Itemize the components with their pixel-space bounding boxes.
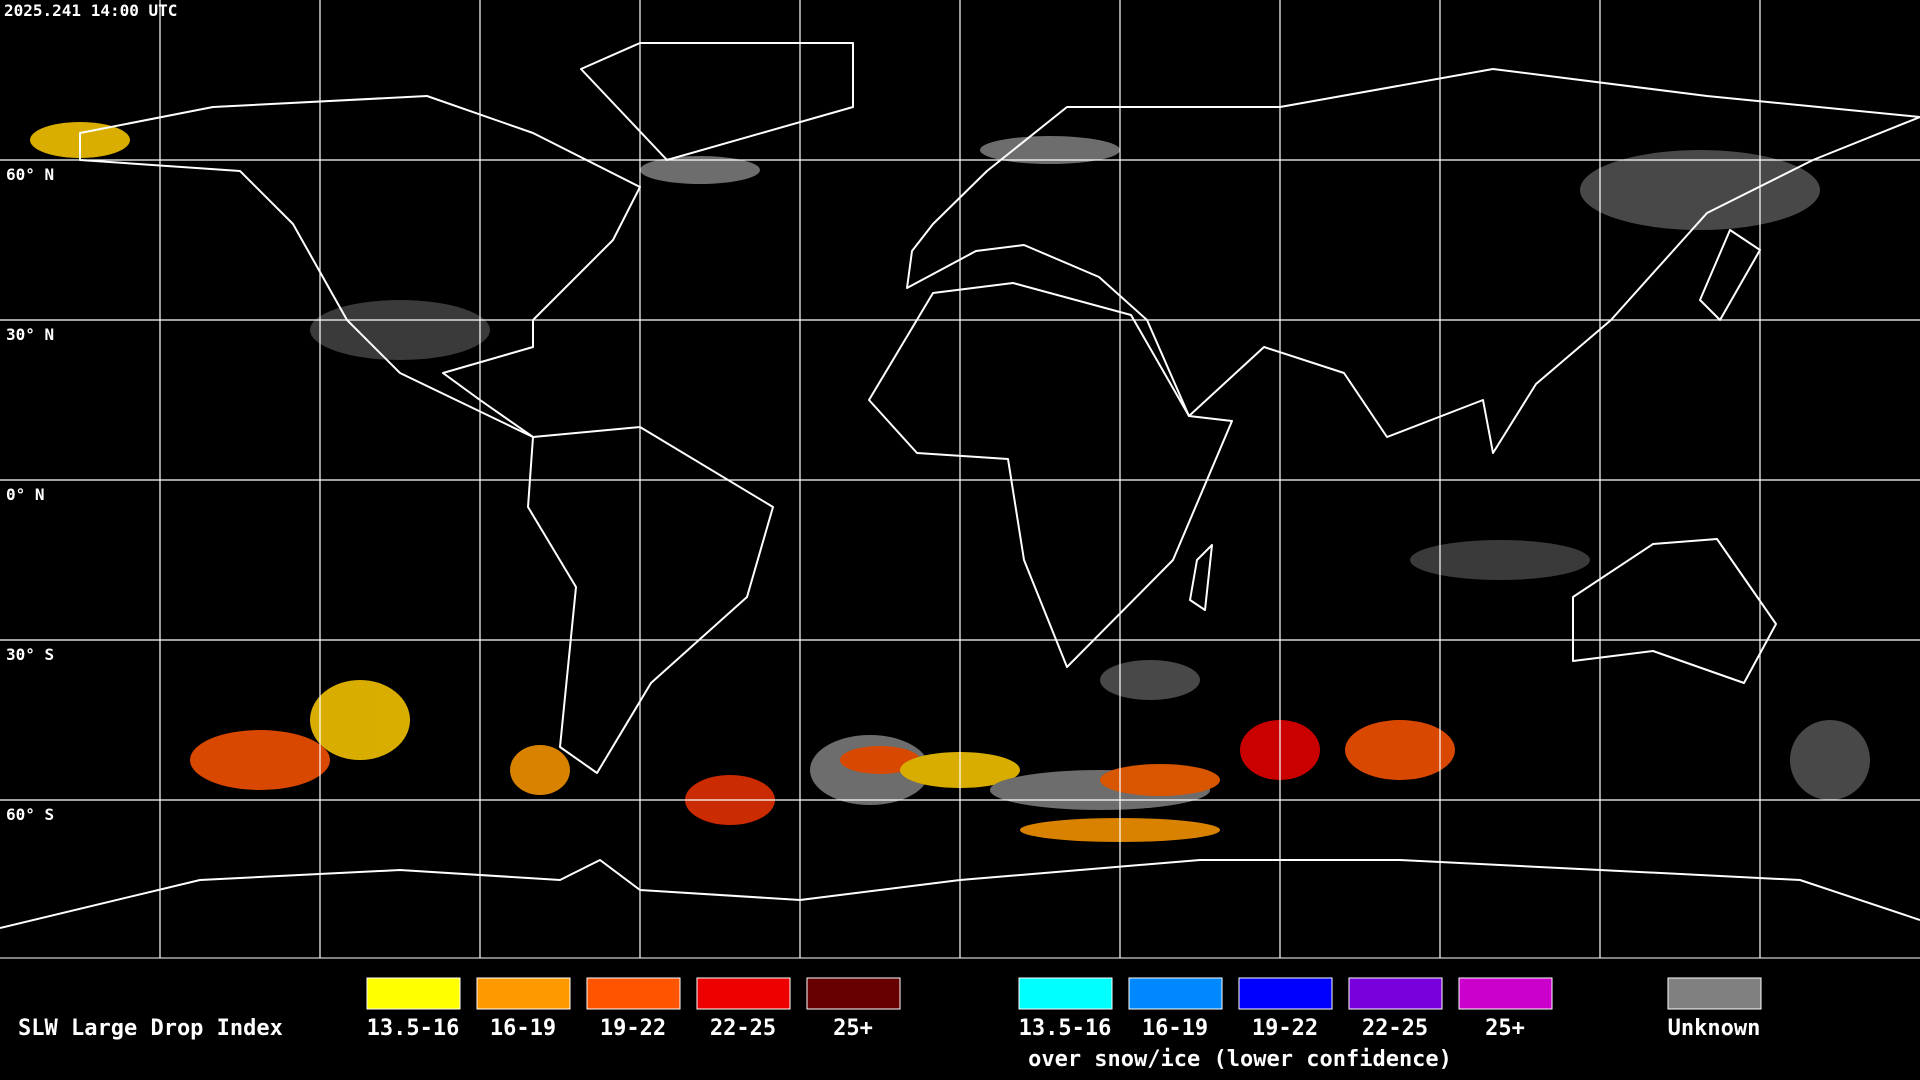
cloud — [980, 136, 1120, 164]
latitude-label: 60° N — [6, 165, 54, 184]
legend-swatch — [1667, 977, 1762, 1010]
legend-swatch — [1348, 977, 1443, 1010]
legend-label: 25+ — [833, 1016, 873, 1041]
latitude-label: 30° S — [6, 645, 54, 664]
coastline — [580, 42, 854, 161]
legend: SLW Large Drop Index over snow/ice (lowe… — [18, 977, 1762, 1072]
legend-label: 22-25 — [710, 1016, 776, 1041]
cloud — [310, 300, 490, 360]
cloud — [190, 730, 330, 790]
cloud — [840, 746, 920, 774]
cloud — [640, 156, 760, 184]
legend-swatch — [366, 977, 461, 1010]
legend-swatch — [806, 977, 901, 1010]
graticule — [0, 0, 1920, 958]
snow-ice-note: over snow/ice (lower confidence) — [1028, 1047, 1452, 1072]
latitude-label: 30° N — [6, 325, 54, 344]
latitude-labels: 60° N 30° N 0° N 30° S 60° S — [6, 165, 54, 824]
coastline — [79, 95, 641, 438]
legend-swatch — [1018, 977, 1113, 1010]
legend-label: 19-22 — [600, 1016, 666, 1041]
cloud — [1790, 720, 1870, 800]
cloud — [1410, 540, 1590, 580]
legend-label: 13.5-16 — [367, 1016, 460, 1041]
legend-swatch — [1128, 977, 1223, 1010]
cloud-field — [30, 122, 1870, 842]
cloud — [310, 680, 410, 760]
legend-label: 16-19 — [490, 1016, 556, 1041]
latitude-label: 0° N — [6, 485, 45, 504]
coastline — [906, 68, 1920, 454]
cloud — [1345, 720, 1455, 780]
legend-swatch — [586, 977, 681, 1010]
legend-swatch — [1458, 977, 1553, 1010]
legend-label: 13.5-16 — [1019, 1016, 1112, 1041]
cloud — [510, 745, 570, 795]
coastline — [868, 282, 1233, 668]
legend-label: 25+ — [1485, 1016, 1525, 1041]
cloud — [1580, 150, 1820, 230]
cloud — [1100, 764, 1220, 796]
legend-label: 22-25 — [1362, 1016, 1428, 1041]
latitude-label: 60° S — [6, 805, 54, 824]
legend-label: 19-22 — [1252, 1016, 1318, 1041]
legend-label: 16-19 — [1142, 1016, 1208, 1041]
cloud — [1100, 660, 1200, 700]
legend-swatch — [476, 977, 571, 1010]
legend-swatch — [1238, 977, 1333, 1010]
coastline — [527, 426, 774, 774]
legend-swatch — [696, 977, 791, 1010]
coastline — [1189, 544, 1213, 611]
legend-title: SLW Large Drop Index — [18, 1016, 283, 1041]
legend-label: Unknown — [1668, 1016, 1761, 1041]
timestamp: 2025.241 14:00 UTC — [4, 1, 177, 20]
